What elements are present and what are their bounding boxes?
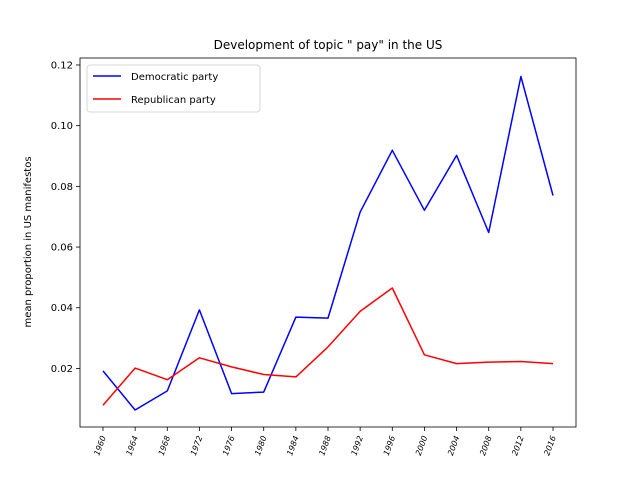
legend: Democratic party Republican party [86,64,261,113]
legend-label: Democratic party [131,72,218,83]
series-line-democratic-party [102,75,554,411]
y-tick-label: 0.10 [51,121,73,132]
y-axis-ticks: 0.02 0.04 0.06 0.08 0.10 0.12 [51,60,80,375]
y-tick-label: 0.06 [51,243,73,254]
y-tick-label: 0.04 [51,303,73,314]
y-tick-label: 0.12 [51,60,73,71]
legend-box [86,64,261,113]
y-axis-label: mean proportion in US manifestos [23,156,34,327]
chart-title: Development of topic " pay" in the US [214,38,443,52]
series-layer [102,75,554,411]
legend-label: Republican party [131,95,216,106]
y-tick-label: 0.02 [51,364,73,375]
plot-frame [79,57,577,428]
y-tick-label: 0.08 [51,182,73,193]
series-line-republican-party [102,287,554,406]
